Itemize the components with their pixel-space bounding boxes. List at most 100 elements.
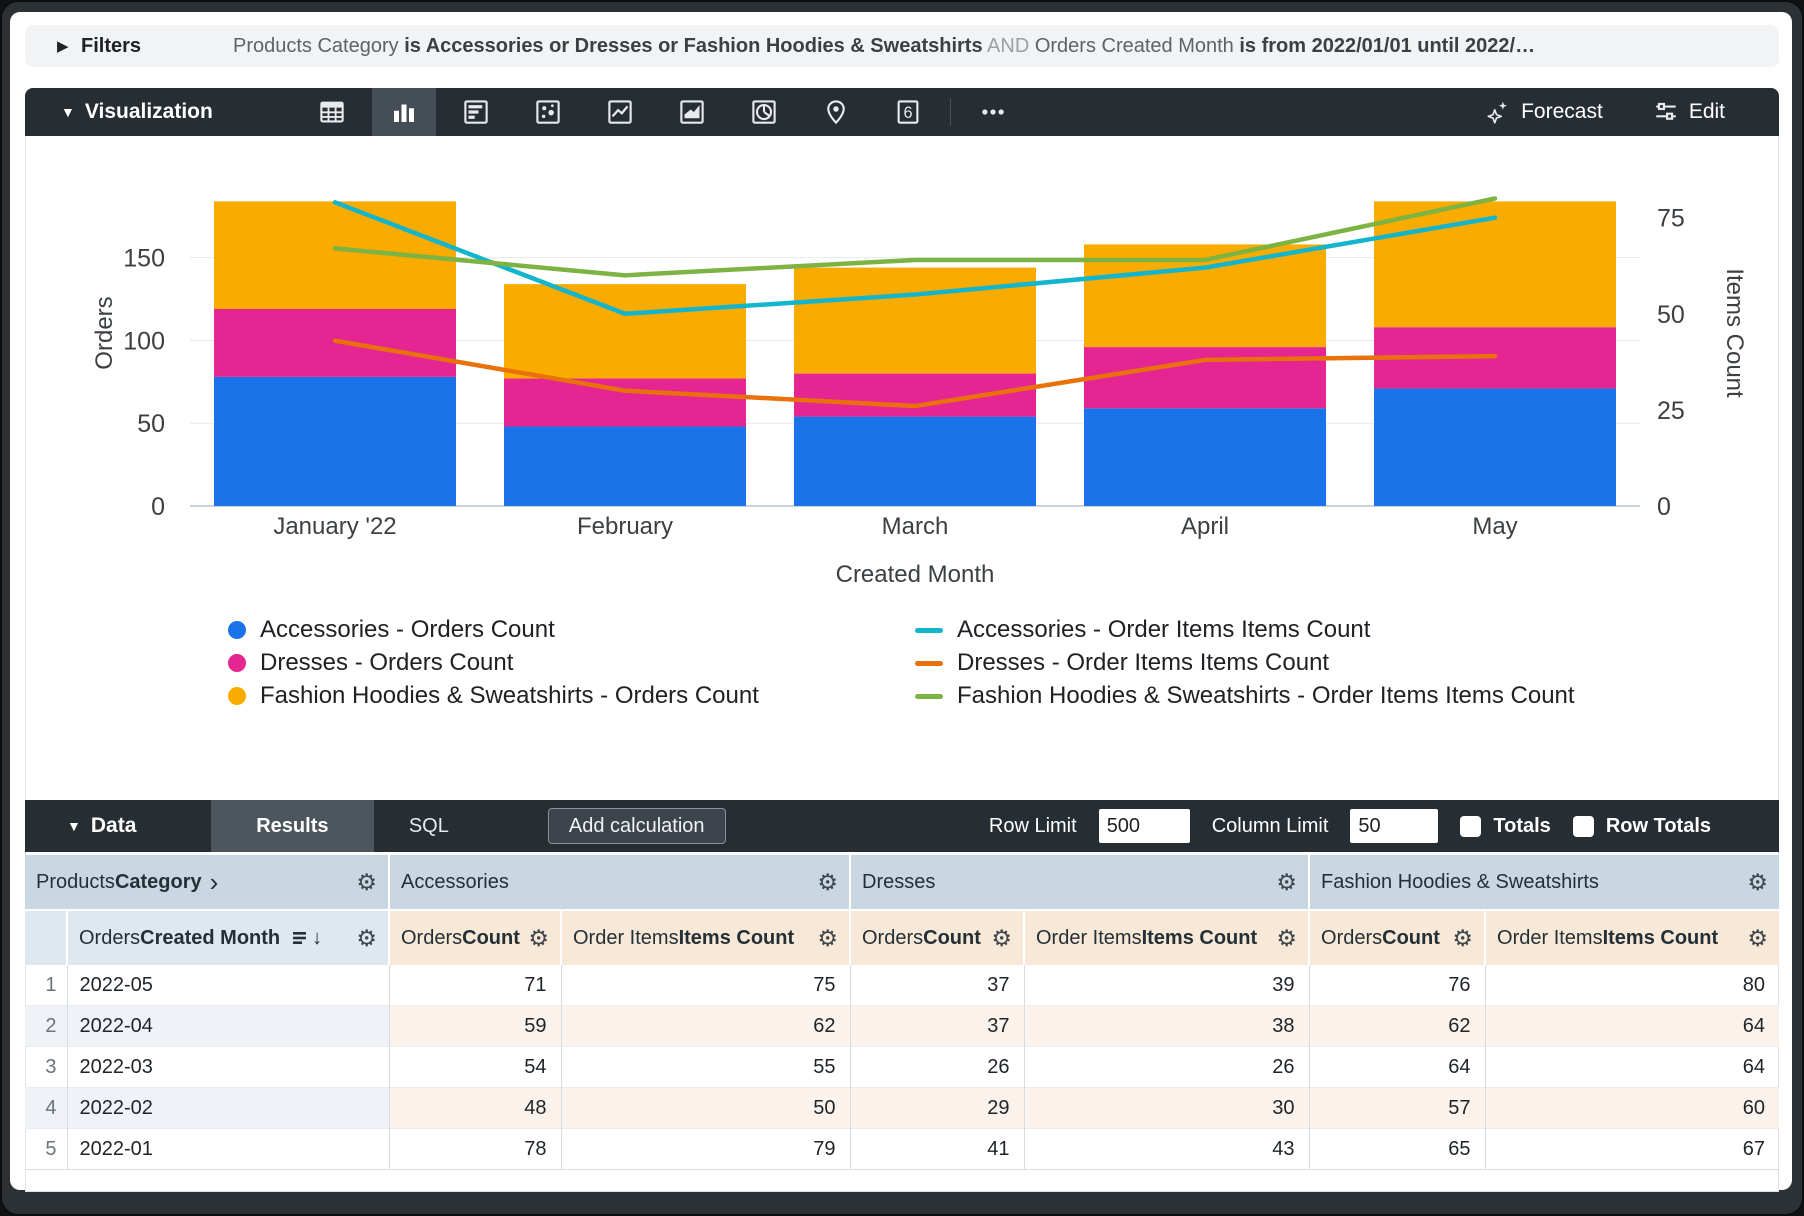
legend-item[interactable]: Dresses - Orders Count — [228, 649, 759, 676]
tab-results[interactable]: Results — [210, 800, 374, 852]
sort-desc-icon[interactable]: ↓ — [312, 926, 323, 949]
cell-measure-value[interactable]: 43 — [1023, 1128, 1310, 1170]
bar-segment[interactable] — [504, 378, 746, 427]
line-series[interactable] — [332, 200, 1498, 317]
header-orders-created-month[interactable]: Orders Created Month ↓ ⚙ — [66, 909, 389, 965]
visualization-collapse-icon[interactable]: ▼ — [61, 104, 75, 120]
cell-measure-value[interactable]: 64 — [1484, 1046, 1780, 1088]
header-fashion-items-count[interactable]: Order Items Items Count ⚙ — [1484, 909, 1780, 965]
viz-type-column-icon[interactable] — [371, 88, 436, 136]
viz-type-scatter-icon[interactable] — [516, 88, 580, 136]
cell-created-month[interactable]: 2022-05 — [66, 965, 389, 1006]
cell-measure-value[interactable]: 37 — [849, 965, 1024, 1006]
viz-type-pie-icon[interactable] — [732, 88, 796, 136]
viz-type-area-icon[interactable] — [660, 88, 724, 136]
cell-measure-value[interactable]: 26 — [849, 1046, 1024, 1088]
cell-measure-value[interactable]: 79 — [560, 1128, 850, 1170]
cell-measure-value[interactable]: 26 — [1023, 1046, 1310, 1088]
cell-measure-value[interactable]: 60 — [1484, 1087, 1780, 1129]
header-accessories-items-count[interactable]: Order Items Items Count ⚙ — [560, 909, 850, 965]
bar-segment[interactable] — [794, 373, 1036, 417]
cell-measure-value[interactable]: 64 — [1308, 1046, 1486, 1088]
gear-icon[interactable]: ⚙ — [817, 868, 838, 895]
header-fashion-orders-count[interactable]: Orders Count ⚙ — [1308, 909, 1486, 965]
filters-summary[interactable]: Products Category is Accessories or Dres… — [233, 35, 1779, 58]
cell-measure-value[interactable]: 48 — [388, 1087, 561, 1129]
cell-measure-value[interactable]: 59 — [388, 1005, 561, 1047]
cell-measure-value[interactable]: 29 — [849, 1087, 1024, 1129]
forecast-button[interactable]: Forecast — [1485, 99, 1603, 125]
cell-measure-value[interactable]: 67 — [1484, 1128, 1780, 1170]
chevron-right-icon[interactable]: › — [209, 866, 219, 897]
cell-measure-value[interactable]: 76 — [1308, 965, 1486, 1006]
header-dresses-orders-count[interactable]: Orders Count ⚙ — [849, 909, 1024, 965]
cell-measure-value[interactable]: 39 — [1023, 965, 1310, 1006]
header-group-accessories[interactable]: Accessories ⚙ — [388, 855, 850, 910]
cell-measure-value[interactable]: 64 — [1484, 1005, 1780, 1047]
gear-icon[interactable]: ⚙ — [356, 924, 377, 951]
legend-item[interactable]: Dresses - Order Items Items Count — [915, 649, 1575, 676]
legend-item[interactable]: Fashion Hoodies & Sweatshirts - Order It… — [915, 682, 1575, 709]
bar-segment[interactable] — [214, 376, 456, 506]
cell-measure-value[interactable]: 65 — [1308, 1128, 1486, 1170]
viz-type-more-icon[interactable] — [961, 88, 1025, 136]
cell-measure-value[interactable]: 55 — [560, 1046, 850, 1088]
viz-type-bar-icon[interactable] — [444, 88, 508, 136]
gear-icon[interactable]: ⚙ — [1747, 868, 1769, 895]
viz-type-single-value-icon[interactable]: 6 — [876, 88, 940, 136]
gear-icon[interactable]: ⚙ — [1452, 924, 1474, 951]
data-collapse-icon[interactable]: ▼ — [67, 818, 81, 834]
edit-button[interactable]: Edit — [1653, 99, 1725, 125]
cell-measure-value[interactable]: 37 — [849, 1005, 1024, 1047]
gear-icon[interactable]: ⚙ — [817, 924, 838, 951]
legend-item[interactable]: Fashion Hoodies & Sweatshirts - Orders C… — [228, 682, 759, 709]
legend-item[interactable]: Accessories - Orders Count — [228, 616, 759, 643]
cell-measure-value[interactable]: 50 — [560, 1087, 850, 1129]
totals-checkbox[interactable] — [1460, 815, 1482, 837]
row-totals-checkbox[interactable] — [1572, 815, 1594, 837]
cell-created-month[interactable]: 2022-03 — [66, 1046, 389, 1088]
cell-measure-value[interactable]: 38 — [1023, 1005, 1310, 1047]
cell-measure-value[interactable]: 41 — [849, 1128, 1024, 1170]
viz-type-line-icon[interactable] — [588, 88, 652, 136]
chart-canvas[interactable]: January '22 February March April May 0 50 100 15… — [25, 136, 1779, 606]
filters-bar[interactable]: ▶ Filters Products Category is Accessori… — [25, 25, 1779, 67]
bar-segment[interactable] — [504, 426, 746, 506]
bar-segment[interactable] — [1084, 408, 1326, 506]
bar-segment[interactable] — [1374, 201, 1616, 328]
header-products-category[interactable]: Products Category › ⚙ — [25, 855, 389, 910]
filters-expand-icon[interactable]: ▶ — [57, 38, 69, 55]
cell-measure-value[interactable]: 80 — [1484, 965, 1780, 1006]
cell-measure-value[interactable]: 62 — [1308, 1005, 1486, 1047]
gear-icon[interactable]: ⚙ — [1276, 868, 1298, 895]
bar-segment[interactable] — [1374, 388, 1616, 506]
line-series[interactable] — [332, 338, 1498, 409]
gear-icon[interactable]: ⚙ — [356, 868, 377, 895]
cell-created-month[interactable]: 2022-04 — [66, 1005, 389, 1047]
row-limit-input[interactable] — [1098, 809, 1190, 843]
bar-segment[interactable] — [1084, 347, 1326, 409]
cell-measure-value[interactable]: 78 — [388, 1128, 561, 1170]
cell-measure-value[interactable]: 75 — [560, 965, 850, 1006]
line-series[interactable] — [332, 196, 1498, 278]
gear-icon[interactable]: ⚙ — [991, 924, 1012, 951]
row-totals-toggle[interactable]: Row Totals — [1572, 815, 1711, 838]
viz-type-map-icon[interactable] — [804, 88, 868, 136]
cell-measure-value[interactable]: 54 — [388, 1046, 561, 1088]
header-group-dresses[interactable]: Dresses ⚙ — [848, 855, 1310, 910]
add-calculation-button[interactable]: Add calculation — [547, 808, 726, 844]
bar-segment[interactable] — [504, 284, 746, 379]
header-dresses-items-count[interactable]: Order Items Items Count ⚙ — [1022, 909, 1310, 965]
gear-icon[interactable]: ⚙ — [1747, 924, 1769, 951]
header-accessories-orders-count[interactable]: Orders Count ⚙ — [388, 909, 561, 965]
cell-measure-value[interactable]: 62 — [560, 1005, 850, 1047]
bar-segment[interactable] — [794, 267, 1036, 374]
bar-segment[interactable] — [794, 416, 1036, 506]
cell-created-month[interactable]: 2022-01 — [66, 1128, 389, 1170]
gear-icon[interactable]: ⚙ — [1276, 924, 1298, 951]
viz-type-table-icon[interactable] — [300, 88, 364, 136]
totals-toggle[interactable]: Totals — [1460, 815, 1551, 838]
tab-sql[interactable]: SQL — [408, 814, 449, 837]
cell-created-month[interactable]: 2022-02 — [66, 1087, 389, 1129]
cell-measure-value[interactable]: 30 — [1023, 1087, 1310, 1129]
